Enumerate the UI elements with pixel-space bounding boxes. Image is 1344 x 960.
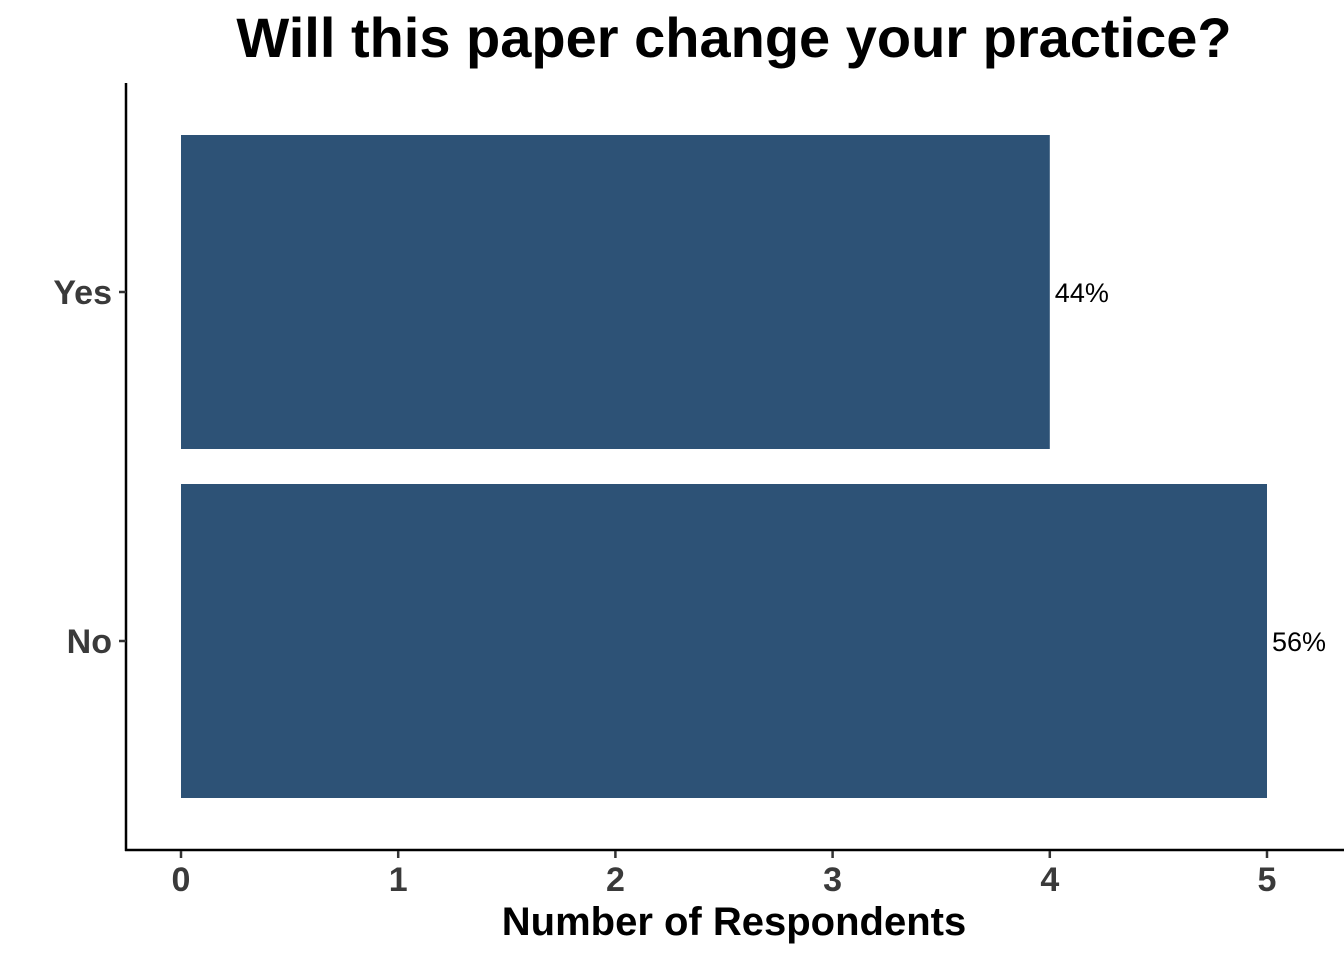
x-tick-label-2: 2 [606, 861, 625, 899]
data-labels-layer: 56% 44% [1055, 278, 1326, 657]
data-label-no: 56% [1272, 627, 1326, 657]
x-axis-ticks: 0 1 2 3 4 5 [172, 851, 1277, 899]
chart-title: Will this paper change your practice? [236, 6, 1231, 69]
x-tick-label-1: 1 [389, 861, 408, 899]
bars-layer [181, 135, 1267, 798]
y-tick-label-no: No [67, 623, 112, 661]
y-tick-label-yes: Yes [53, 274, 112, 312]
x-tick-label-0: 0 [172, 861, 191, 899]
y-axis-ticks: No Yes [53, 274, 126, 661]
bar-yes [181, 135, 1050, 449]
x-tick-label-4: 4 [1040, 861, 1059, 899]
x-tick-label-3: 3 [823, 861, 842, 899]
data-label-yes: 44% [1055, 278, 1109, 308]
x-tick-label-5: 5 [1258, 861, 1277, 899]
bar-no [181, 484, 1267, 798]
x-axis-label: Number of Respondents [502, 900, 966, 944]
